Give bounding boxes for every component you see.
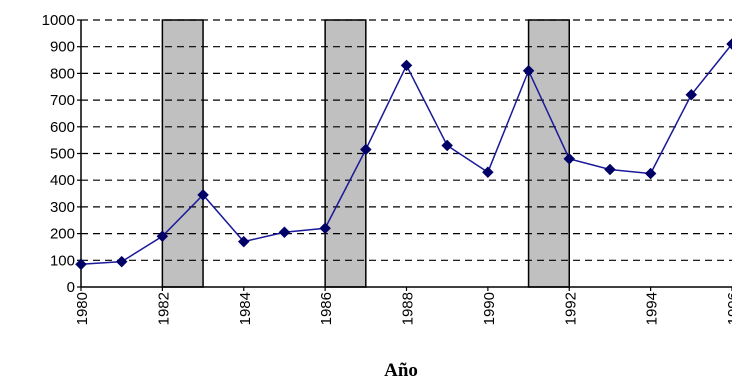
x-tick-label: 1986 [318, 292, 335, 325]
x-tick-labels: 1980 1982 1984 1986 1988 1990 1992 1994 1996 [74, 292, 732, 325]
x-tick-label: 1994 [644, 292, 661, 325]
data-point [482, 166, 494, 179]
y-tick-label: 500 [50, 146, 75, 163]
data-point [359, 143, 372, 156]
data-point [400, 59, 413, 72]
y-tick-label: 800 [50, 65, 75, 82]
x-axis-title: Año [384, 360, 418, 379]
gridlines [81, 19, 732, 261]
data-point [156, 230, 169, 243]
x-tick-label: 1990 [481, 292, 498, 325]
y-tick-label: 400 [50, 172, 75, 189]
x-tick-label: 1984 [237, 292, 254, 325]
x-tick-label: 1980 [74, 292, 91, 325]
series [75, 38, 732, 271]
y-tick-label: 1000 [42, 12, 75, 29]
y-tick-label: 200 [50, 226, 75, 243]
data-point [726, 38, 732, 50]
y-tick-label: 300 [50, 199, 75, 216]
y-tick-label: 600 [50, 119, 75, 136]
y-tick-label: 100 [50, 252, 75, 269]
data-point [563, 152, 576, 165]
data-point [237, 235, 250, 248]
data-point [685, 88, 698, 101]
data-point [644, 167, 657, 180]
data-point [522, 64, 535, 77]
y-tick-label: 0 [67, 279, 75, 296]
x-tick-label: 1982 [155, 292, 172, 325]
y-tick-label: 700 [50, 92, 75, 109]
data-point [115, 255, 128, 268]
x-tick-label: 1992 [562, 292, 579, 325]
x-tick-label: 1996 [725, 292, 732, 325]
x-tick-label: 1988 [400, 292, 417, 325]
data-point [604, 163, 616, 176]
data-point [319, 222, 331, 235]
y-tick-label: 900 [50, 39, 75, 56]
axes [77, 19, 732, 291]
data-point [75, 258, 87, 271]
data-point [278, 226, 291, 239]
data-point [441, 139, 454, 152]
y-tick-labels: 0 100 200 300 400 500 600 700 800 900 1000 [42, 12, 75, 296]
data-point [197, 189, 209, 201]
